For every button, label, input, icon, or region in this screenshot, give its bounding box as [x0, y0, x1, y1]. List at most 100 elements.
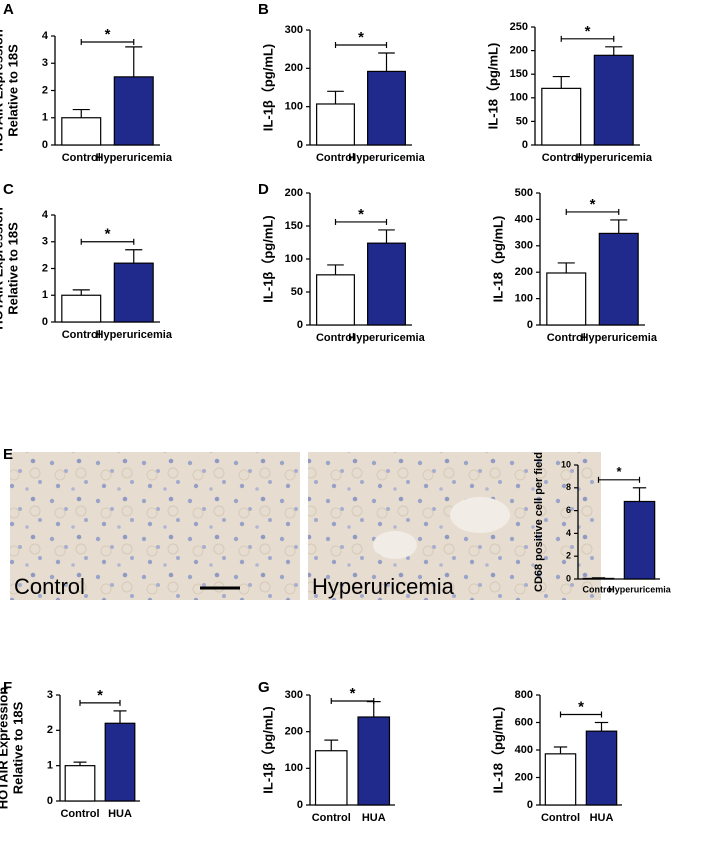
y-tick-label: 250 [510, 21, 528, 33]
y-tick-label: 8 [566, 482, 571, 492]
bar [316, 274, 355, 326]
x-tick-label: Control [541, 812, 580, 824]
significance-mark: * [590, 196, 596, 213]
y-axis-label: IL-18（pg/mL) [485, 43, 500, 130]
y-tick-label: 300 [285, 689, 303, 701]
panel-label: B [258, 1, 269, 18]
y-tick-label: 0 [297, 139, 303, 151]
bar [316, 103, 355, 146]
significance-mark: * [616, 464, 622, 479]
y-tick-label: 1 [42, 112, 48, 124]
bar [61, 117, 102, 146]
y-tick-label: 100 [515, 293, 533, 305]
y-tick-label: 300 [515, 240, 533, 252]
significance-mark: * [97, 687, 103, 704]
bar [367, 70, 406, 146]
bar [61, 294, 102, 323]
significance-mark: * [350, 685, 356, 702]
panel-label: G [258, 679, 270, 696]
y-tick-label: 500 [515, 187, 533, 199]
y-tick-label: 200 [515, 266, 533, 278]
panel-label: C [3, 181, 14, 198]
y-axis-label: IL-1β（pg/mL) [260, 706, 275, 793]
panel-label: D [258, 181, 269, 198]
x-tick-label: Control [316, 152, 355, 164]
significance-mark: * [358, 29, 364, 46]
y-tick-label: 0 [566, 573, 571, 583]
bar [314, 750, 348, 806]
y-tick-label: 600 [515, 716, 533, 728]
x-tick-label: Control [312, 812, 351, 824]
bar [582, 577, 615, 580]
y-tick-label: 0 [47, 795, 53, 807]
y-tick-label: 200 [285, 726, 303, 738]
x-tick-label: Control [62, 329, 101, 341]
y-tick-label: 2 [47, 724, 53, 736]
y-tick-label: 2 [42, 84, 48, 96]
y-tick-label: 0 [42, 316, 48, 328]
y-tick-label: 300 [285, 24, 303, 36]
y-tick-label: 4 [42, 30, 49, 42]
y-tick-label: 0 [522, 139, 528, 151]
x-tick-label: Hyperuricemia [576, 152, 653, 164]
y-tick-label: 0 [527, 799, 533, 811]
x-tick-label: Control [316, 332, 355, 344]
y-tick-label: 3 [47, 689, 53, 701]
y-tick-label: 400 [515, 744, 533, 756]
y-axis-label: Relative to 18S [5, 44, 20, 137]
y-tick-label: 150 [510, 68, 528, 80]
bar [541, 87, 582, 146]
y-tick-label: 10 [561, 459, 571, 469]
y-tick-label: 3 [42, 57, 48, 69]
lumen [373, 531, 417, 559]
x-tick-label: Control [62, 152, 101, 164]
x-tick-label: HUA [590, 812, 614, 824]
y-tick-label: 0 [42, 139, 48, 151]
bar [104, 722, 136, 802]
y-tick-label: 1 [42, 289, 48, 301]
y-axis-label: HOTAIR Expression [0, 207, 6, 330]
y-tick-label: 200 [285, 187, 303, 199]
panel-label: F [3, 679, 12, 696]
bar [544, 753, 577, 806]
bar [367, 242, 406, 326]
lumen [450, 497, 510, 533]
bar [623, 500, 656, 580]
x-tick-label: Control [547, 332, 586, 344]
x-tick-label: Hyperuricemia [96, 329, 173, 341]
y-tick-label: 150 [285, 220, 303, 232]
x-tick-label: HUA [362, 812, 386, 824]
y-tick-label: 3 [42, 236, 48, 248]
x-tick-label: Hyperuricemia [348, 152, 425, 164]
y-tick-label: 0 [297, 799, 303, 811]
y-axis-label: HOTAIR Expression [0, 29, 6, 152]
micrograph-hyperuricemia [308, 452, 601, 600]
y-tick-label: 100 [510, 92, 528, 104]
significance-mark: * [105, 226, 111, 243]
y-tick-label: 50 [516, 115, 528, 127]
bar [546, 272, 587, 326]
y-axis-label: Relative to 18S [5, 222, 20, 315]
bar [357, 716, 391, 806]
y-tick-label: 100 [285, 101, 303, 113]
bar [593, 54, 634, 146]
y-axis-label: Relative to 18S [10, 701, 25, 794]
y-tick-label: 1 [47, 760, 53, 772]
x-tick-label: Hyperuricemia [581, 332, 658, 344]
y-axis-label: IL-18（pg/mL) [490, 707, 505, 794]
y-tick-label: 400 [515, 213, 533, 225]
significance-mark: * [358, 206, 364, 223]
y-tick-label: 50 [291, 286, 303, 298]
significance-mark: * [578, 698, 584, 715]
image-label: Control [14, 574, 85, 599]
y-tick-label: 6 [566, 505, 571, 515]
image-label: Hyperuricemia [312, 574, 455, 599]
x-tick-label: HUA [108, 808, 132, 820]
micrograph-control [10, 452, 300, 600]
y-tick-label: 4 [42, 209, 49, 221]
y-tick-label: 100 [285, 762, 303, 774]
bar [598, 232, 639, 326]
bar [113, 76, 154, 146]
significance-mark: * [105, 26, 111, 43]
